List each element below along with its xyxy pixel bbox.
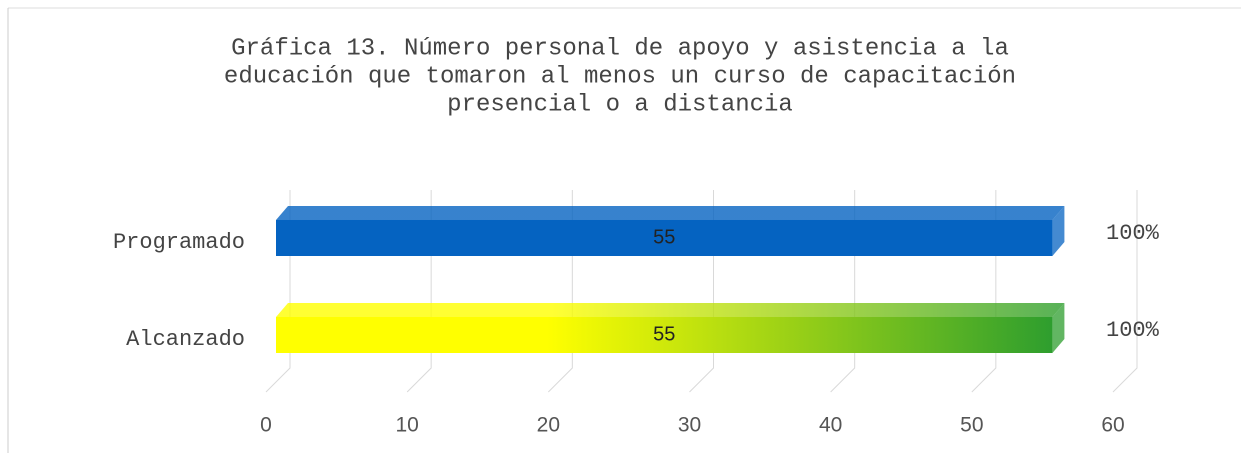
bar-side: [1052, 303, 1065, 353]
x-tick-label: 60: [1101, 414, 1124, 437]
data-label: 55: [653, 323, 675, 345]
chart-title: educación que tomaron al menos un curso …: [224, 63, 1016, 90]
chart-title: Gráfica 13. Número personal de apoyo y a…: [231, 35, 1009, 62]
x-tick-label: 0: [260, 414, 272, 437]
y-tick-label: Alcanzado: [126, 327, 245, 352]
x-tick-label: 40: [819, 414, 842, 437]
annotation: 100%: [1106, 221, 1160, 246]
x-tick-label: 30: [678, 414, 701, 437]
bar: [276, 317, 1053, 353]
chart-title: presencial o a distancia: [447, 91, 793, 118]
bar-top: [276, 303, 1065, 317]
grid-line: [1112, 190, 1138, 393]
bar: [276, 220, 1053, 256]
data-label: 55: [653, 226, 675, 248]
x-tick-label: 20: [537, 414, 560, 437]
x-tick-label: 50: [960, 414, 983, 437]
y-tick-label: Programado: [113, 230, 245, 255]
bar-side: [1052, 206, 1065, 256]
annotation: 100%: [1106, 318, 1160, 343]
bar-top: [276, 206, 1065, 220]
x-tick-label: 10: [395, 414, 418, 437]
